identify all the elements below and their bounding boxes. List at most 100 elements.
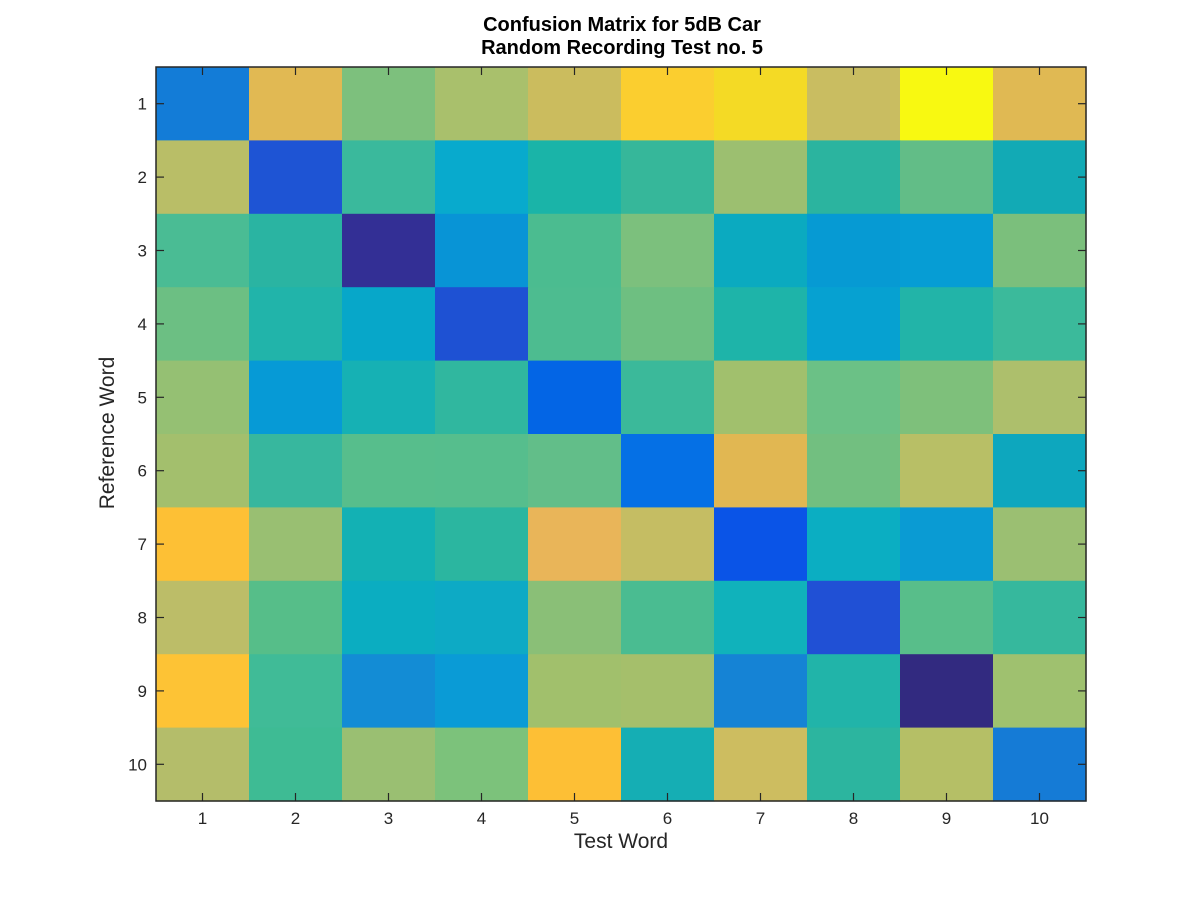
heatmap-cell-r7-c3 [342,507,436,582]
heatmap-cell-r2-c4 [435,140,529,215]
heatmap-cell-r4-c5 [528,287,622,362]
heatmap-cell-r3-c8 [807,213,901,288]
heatmap-cell-r3-c7 [714,213,808,288]
heatmap-cell-r5-c1 [156,360,250,435]
x-tick-label-6: 6 [663,809,672,828]
heatmap-cell-r3-c10 [993,213,1087,288]
x-tick-label-9: 9 [942,809,951,828]
heatmap-cell-r8-c8 [807,580,901,655]
x-tick-label-4: 4 [477,809,486,828]
x-tick-label-8: 8 [849,809,858,828]
heatmap-cell-r3-c9 [900,213,994,288]
heatmap-cell-r10-c3 [342,727,436,802]
heatmap-cell-r6-c8 [807,434,901,508]
x-tick-label-5: 5 [570,809,579,828]
heatmap-cell-r10-c5 [528,727,622,802]
y-tick-label-5: 5 [138,388,147,407]
heatmap-cell-r3-c3 [342,213,436,288]
heatmap-cell-r2-c2 [249,140,343,215]
heatmap-cell-r5-c2 [249,360,343,435]
heatmap-cell-r10-c4 [435,727,529,802]
x-tick-labels: 1 2 3 4 5 6 7 8 9 10 [198,809,1049,828]
heatmap-cell-r5-c8 [807,360,901,435]
heatmap-cell-r7-c4 [435,507,529,582]
heatmap-cell-r2-c3 [342,140,436,215]
heatmap-cell-r9-c9 [900,654,994,729]
y-tick-labels: 1 2 3 4 5 6 7 8 9 10 [128,95,147,775]
heatmap-cell-r10-c8 [807,727,901,802]
x-tick-label-2: 2 [291,809,300,828]
y-tick-label-10: 10 [128,755,147,774]
heatmap-cell-r3-c4 [435,213,529,288]
heatmap-cell-r5-c3 [342,360,436,435]
heatmap-cell-r1-c9 [900,67,994,141]
heatmap-cell-r6-c5 [528,434,622,508]
heatmap-cell-r1-c8 [807,67,901,141]
x-axis-label: Test Word [574,830,668,853]
heatmap-cell-r7-c6 [621,507,715,582]
heatmap-cell-r8-c5 [528,580,622,655]
y-tick-label-6: 6 [138,462,147,481]
x-tick-label-10: 10 [1030,809,1049,828]
heatmap-cell-r3-c2 [249,213,343,288]
heatmap-cell-r4-c6 [621,287,715,362]
heatmap-cell-r2-c10 [993,140,1087,215]
heatmap-cell-r6-c4 [435,434,529,508]
heatmap-cell-r4-c7 [714,287,808,362]
heatmap-cell-r8-c3 [342,580,436,655]
heatmap-cell-r10-c2 [249,727,343,802]
heatmap-cells [156,67,1087,802]
heatmap-cell-r5-c6 [621,360,715,435]
heatmap-cell-r4-c1 [156,287,250,362]
heatmap-cell-r2-c5 [528,140,622,215]
heatmap-cell-r2-c7 [714,140,808,215]
y-axis-label: Reference Word [96,357,119,510]
heatmap-cell-r10-c10 [993,727,1087,802]
y-tick-label-7: 7 [138,535,147,554]
heatmap-cell-r1-c4 [435,67,529,141]
heatmap-cell-r7-c2 [249,507,343,582]
heatmap-cell-r5-c9 [900,360,994,435]
heatmap-cell-r8-c7 [714,580,808,655]
x-tick-label-7: 7 [756,809,765,828]
heatmap-cell-r7-c7 [714,507,808,582]
heatmap-cell-r10-c9 [900,727,994,802]
heatmap-cell-r7-c5 [528,507,622,582]
heatmap-cell-r1-c10 [993,67,1087,141]
heatmap-cell-r7-c9 [900,507,994,582]
heatmap-cell-r8-c1 [156,580,250,655]
x-tick-label-3: 3 [384,809,393,828]
heatmap-cell-r6-c1 [156,434,250,508]
heatmap-cell-r9-c5 [528,654,622,729]
heatmap-cell-r9-c10 [993,654,1087,729]
heatmap-cell-r5-c4 [435,360,529,435]
y-tick-label-8: 8 [138,609,147,628]
y-tick-label-3: 3 [138,242,147,261]
heatmap-cell-r8-c6 [621,580,715,655]
heatmap-cell-r4-c2 [249,287,343,362]
heatmap-cell-r8-c9 [900,580,994,655]
heatmap-cell-r1-c1 [156,67,250,141]
heatmap-cell-r10-c6 [621,727,715,802]
heatmap-cell-r1-c7 [714,67,808,141]
chart-title-line-2: Random Recording Test no. 5 [481,37,763,59]
heatmap-cell-r8-c10 [993,580,1087,655]
heatmap-cell-r5-c10 [993,360,1087,435]
heatmap-cell-r5-c7 [714,360,808,435]
heatmap-cell-r7-c1 [156,507,250,582]
heatmap-cell-r7-c10 [993,507,1087,582]
heatmap-cell-r6-c7 [714,434,808,508]
heatmap-cell-r1-c2 [249,67,343,141]
heatmap-cell-r4-c9 [900,287,994,362]
heatmap-cell-r4-c3 [342,287,436,362]
heatmap-cell-r1-c3 [342,67,436,141]
heatmap-cell-r9-c2 [249,654,343,729]
heatmap-cell-r4-c8 [807,287,901,362]
heatmap-cell-r6-c9 [900,434,994,508]
heatmap-cell-r9-c4 [435,654,529,729]
heatmap-cell-r3-c5 [528,213,622,288]
heatmap-cell-r2-c9 [900,140,994,215]
heatmap-cell-r6-c2 [249,434,343,508]
heatmap-cell-r1-c5 [528,67,622,141]
